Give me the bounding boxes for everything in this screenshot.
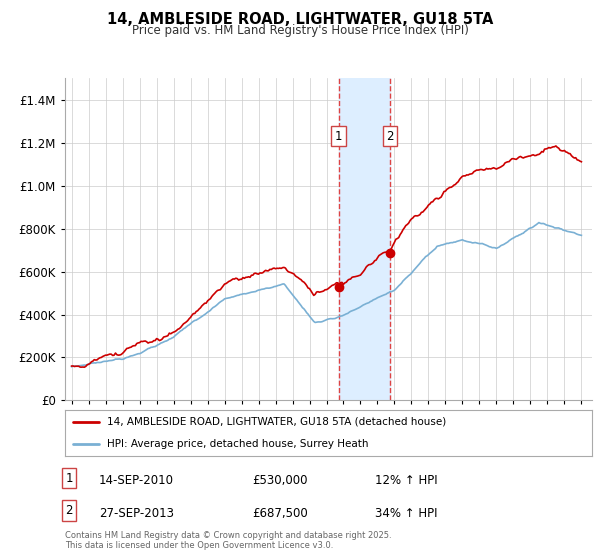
- Text: HPI: Average price, detached house, Surrey Heath: HPI: Average price, detached house, Surr…: [107, 438, 368, 449]
- Text: 14, AMBLESIDE ROAD, LIGHTWATER, GU18 5TA: 14, AMBLESIDE ROAD, LIGHTWATER, GU18 5TA: [107, 12, 493, 27]
- Text: 34% ↑ HPI: 34% ↑ HPI: [375, 507, 437, 520]
- Text: Price paid vs. HM Land Registry's House Price Index (HPI): Price paid vs. HM Land Registry's House …: [131, 24, 469, 37]
- Text: 2: 2: [386, 130, 394, 143]
- Text: 27-SEP-2013: 27-SEP-2013: [99, 507, 174, 520]
- Text: 12% ↑ HPI: 12% ↑ HPI: [375, 474, 437, 487]
- Bar: [338, 78, 390, 400]
- Text: 14-SEP-2010: 14-SEP-2010: [99, 474, 174, 487]
- Text: £687,500: £687,500: [252, 507, 308, 520]
- Text: Contains HM Land Registry data © Crown copyright and database right 2025.
This d: Contains HM Land Registry data © Crown c…: [65, 530, 391, 550]
- Text: £530,000: £530,000: [252, 474, 308, 487]
- Text: 1: 1: [335, 130, 343, 143]
- Text: 2: 2: [65, 504, 73, 517]
- Text: 1: 1: [65, 472, 73, 484]
- Text: 14, AMBLESIDE ROAD, LIGHTWATER, GU18 5TA (detached house): 14, AMBLESIDE ROAD, LIGHTWATER, GU18 5TA…: [107, 417, 446, 427]
